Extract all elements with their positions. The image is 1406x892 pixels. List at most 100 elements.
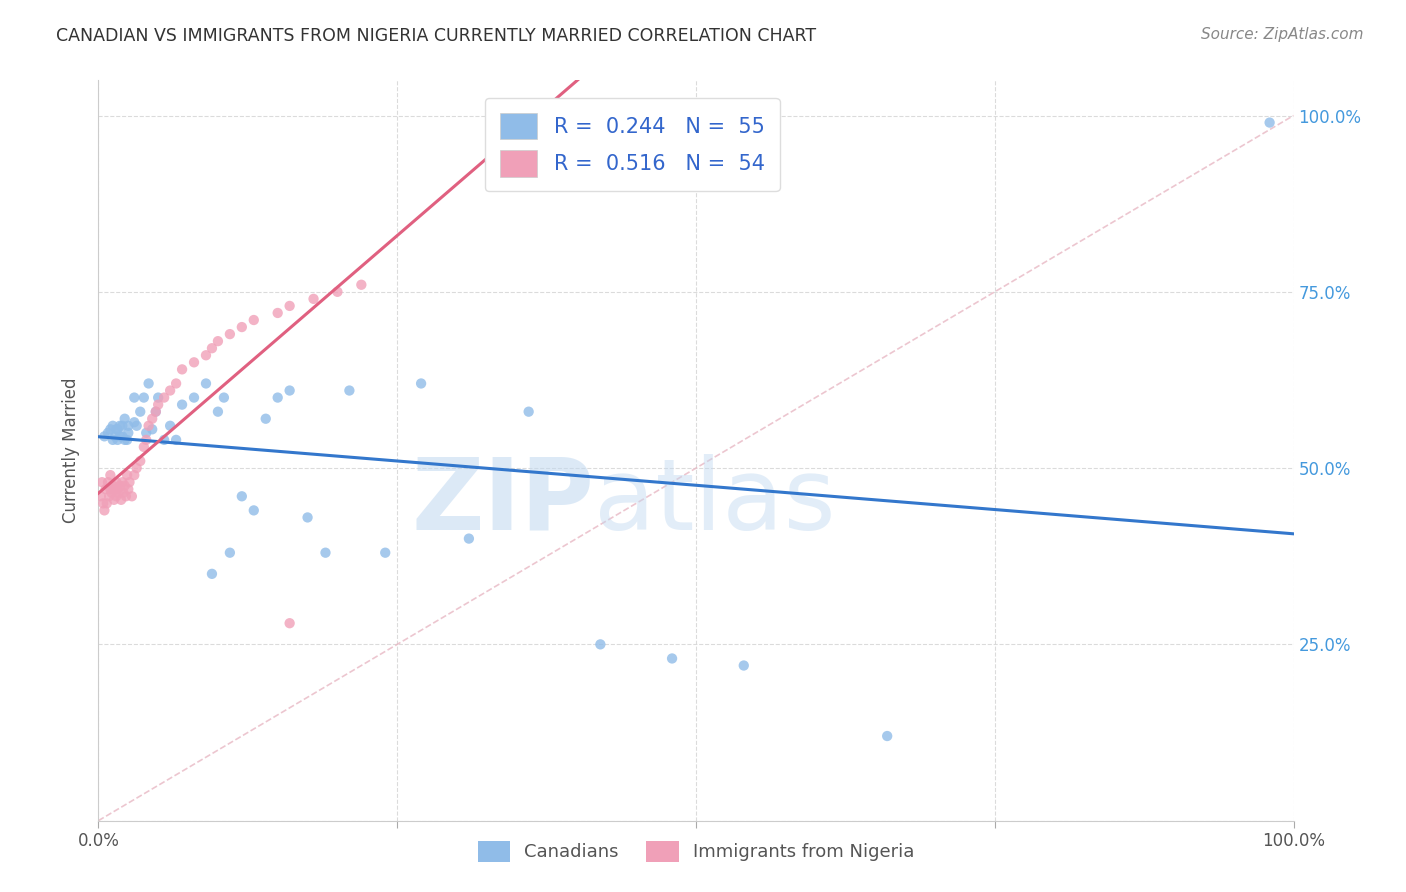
Point [135,425,157,440]
Point [315,546,337,560]
Point [212,391,235,405]
Point [339,384,361,398]
Text: Source: ZipAtlas.com: Source: ZipAtlas.com [1201,27,1364,42]
Point [231,489,253,503]
Point [117,418,139,433]
Point [458,532,481,546]
Point [98,422,122,436]
Point [124,468,146,483]
Point [876,729,898,743]
Point [110,492,132,507]
Point [132,440,155,454]
Point [98,489,121,503]
Point [107,482,129,496]
Point [159,384,181,398]
Text: CANADIAN VS IMMIGRANTS FROM NIGERIA CURRENTLY MARRIED CORRELATION CHART: CANADIAN VS IMMIGRANTS FROM NIGERIA CURR… [56,27,817,45]
Point [141,411,163,425]
Point [98,482,122,496]
Point [108,429,131,443]
Point [91,496,114,510]
Point [159,418,181,433]
Point [125,418,148,433]
Point [297,510,319,524]
Point [195,376,218,391]
Point [107,422,129,436]
Legend: Canadians, Immigrants from Nigeria: Canadians, Immigrants from Nigeria [468,832,924,871]
Point [132,391,155,405]
Point [411,376,433,391]
Point [231,320,253,334]
Point [125,461,148,475]
Point [115,433,138,447]
Point [145,405,167,419]
Point [97,475,120,490]
Point [124,391,146,405]
Point [267,391,290,405]
Point [278,384,301,398]
Point [148,398,170,412]
Point [90,489,112,503]
Point [105,422,128,436]
Point [101,433,124,447]
Point [93,429,115,443]
Point [201,566,224,581]
Point [733,658,755,673]
Text: atlas: atlas [595,454,837,550]
Point [121,489,143,503]
Point [138,418,160,433]
Point [98,468,122,483]
Point [374,546,396,560]
Point [129,454,152,468]
Point [91,475,114,490]
Point [165,433,187,447]
Point [278,299,301,313]
Point [267,306,290,320]
Point [111,429,134,443]
Point [254,411,277,425]
Point [107,433,129,447]
Point [94,482,117,496]
Point [114,411,136,425]
Point [129,405,152,419]
Point [165,376,187,391]
Point [153,433,176,447]
Point [118,475,141,490]
Point [105,489,128,503]
Point [141,422,163,436]
Point [104,429,127,443]
Point [93,503,115,517]
Point [302,292,325,306]
Point [517,405,540,419]
Point [97,425,120,440]
Point [589,637,612,651]
Point [201,341,224,355]
Point [111,475,134,490]
Point [100,485,122,500]
Point [183,391,205,405]
Point [278,616,301,631]
Point [661,651,683,665]
Point [183,355,205,369]
Point [219,327,242,342]
Point [124,415,146,429]
Point [207,405,229,419]
Point [101,418,124,433]
Point [326,285,349,299]
Y-axis label: Currently Married: Currently Married [62,377,80,524]
Point [108,418,131,433]
Point [148,391,170,405]
Point [350,277,373,292]
Point [153,391,176,405]
Point [108,479,131,493]
Point [111,418,134,433]
Point [243,503,266,517]
Point [195,348,218,362]
Point [117,425,139,440]
Point [115,489,138,503]
Point [96,496,118,510]
Point [114,479,136,493]
Point [1258,115,1281,129]
Point [135,433,157,447]
Point [115,468,138,483]
Point [107,485,129,500]
